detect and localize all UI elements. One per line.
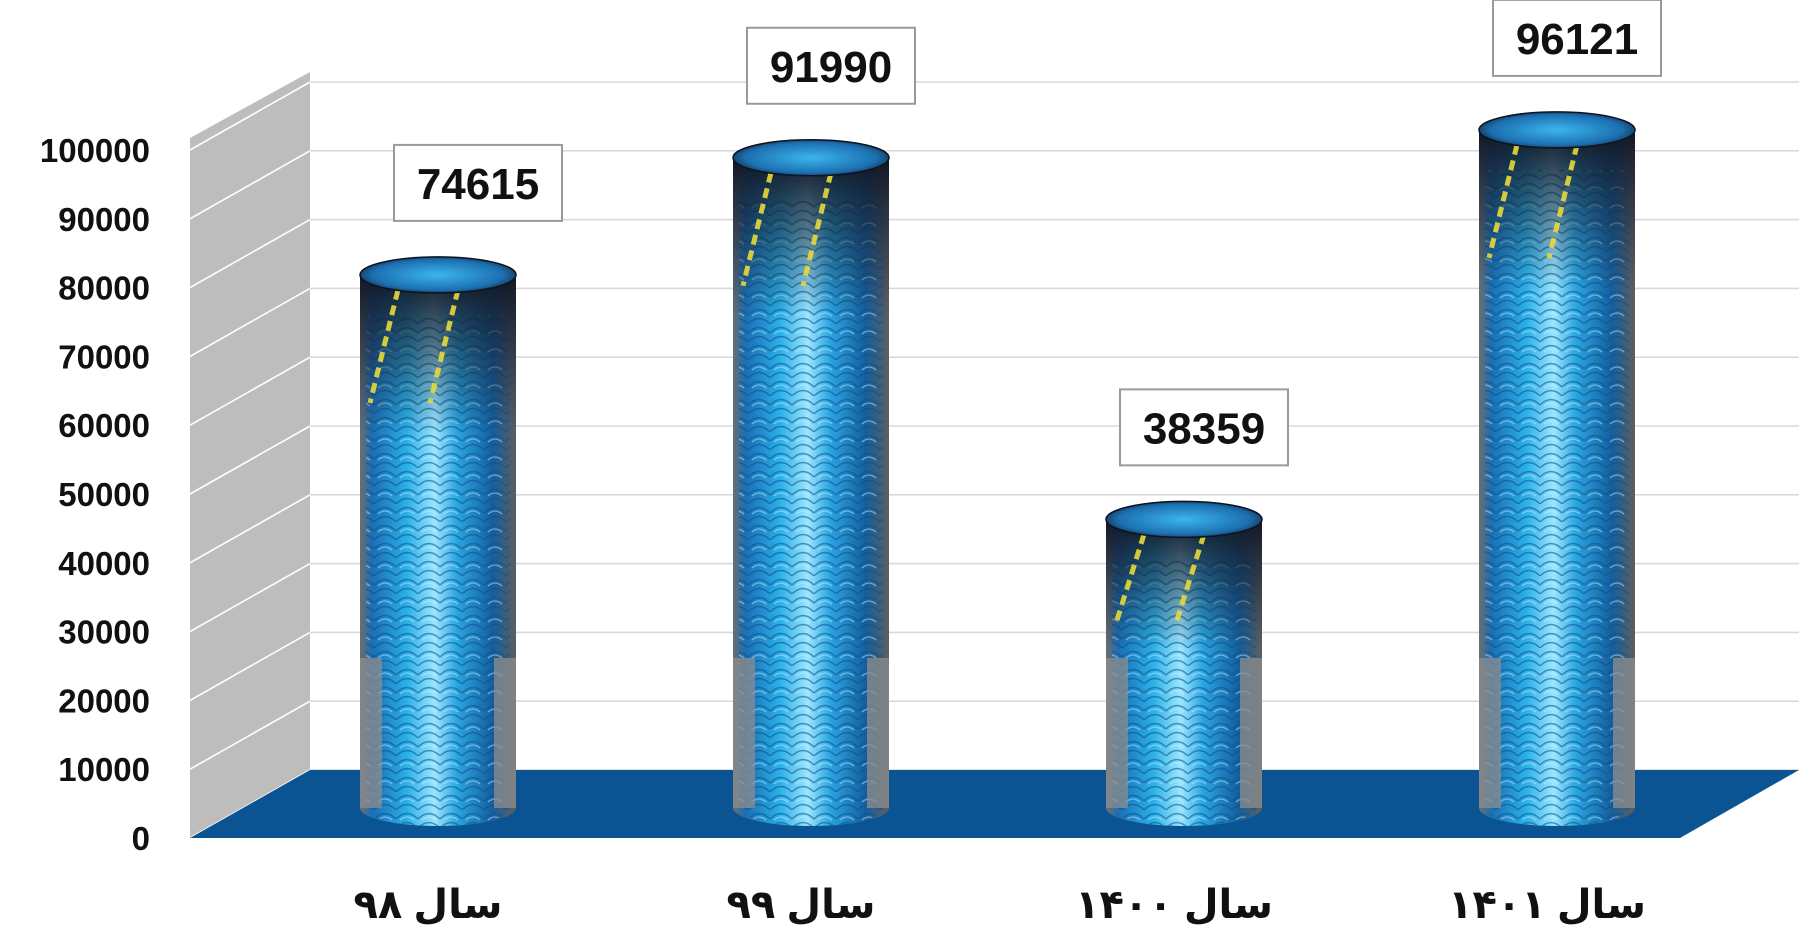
y-axis-ticks: 0 10000 20000 30000 40000 50000 60000 70000 8000…	[40, 132, 150, 857]
bar-stripe	[740, 172, 774, 287]
bar-stripe	[1486, 144, 1520, 259]
y-tick-label: 60000	[58, 407, 150, 444]
bar-cap	[1105, 500, 1263, 539]
side-gridline	[189, 425, 311, 495]
bar-cylinder	[1478, 111, 1636, 827]
bar-top-band	[1479, 129, 1635, 290]
side-gridline	[189, 562, 311, 633]
bars	[359, 111, 1636, 827]
bar-texture	[366, 314, 510, 826]
data-label-box	[1492, 0, 1662, 77]
side-gridline	[189, 356, 311, 426]
data-label-text: 74615	[417, 160, 539, 209]
bar-edge-right	[1240, 658, 1262, 808]
bar-stripe	[1546, 144, 1580, 259]
x-tick-label: سال ۱۴۰۰	[1075, 883, 1273, 927]
bar-cap	[1478, 111, 1636, 149]
bar-texture	[739, 197, 883, 827]
side-gridline	[189, 700, 311, 770]
bar-stripe	[367, 289, 401, 404]
bar-top-band	[1106, 519, 1262, 650]
bar-edge-left	[360, 658, 382, 808]
bar-edge-left	[1106, 658, 1128, 808]
bar-top-band	[733, 157, 889, 318]
data-label-text: 38359	[1143, 404, 1265, 453]
side-wall	[190, 72, 310, 838]
bar-top-band	[360, 274, 516, 435]
data-label-box	[393, 143, 563, 222]
y-tick-label: 90000	[58, 201, 150, 238]
side-gridline	[189, 494, 311, 564]
bar-stripe	[800, 172, 834, 287]
bar-edge-left	[733, 658, 755, 808]
data-label-box	[746, 26, 916, 105]
side-gridline	[189, 150, 311, 220]
bar-cylinder	[1105, 500, 1263, 826]
y-tick-label: 50000	[58, 476, 150, 513]
side-gridline	[189, 631, 311, 702]
bar-edge-left	[1479, 658, 1501, 808]
x-tick-label: سال ۹۸	[353, 883, 502, 927]
data-label-text: 96121	[1516, 15, 1638, 64]
bar-texture	[1485, 169, 1629, 827]
bar-edge-right	[1613, 658, 1635, 808]
y-tick-label: 30000	[58, 614, 150, 651]
y-tick-label: 10000	[58, 751, 150, 788]
y-tick-label: 100000	[40, 132, 150, 169]
bar-edge-right	[867, 658, 889, 808]
data-label: 74615	[393, 143, 563, 222]
side-gridline	[189, 287, 311, 358]
data-label: 91990	[746, 26, 916, 105]
side-gridline	[189, 218, 311, 289]
y-tick-label: 0	[132, 820, 150, 857]
y-tick-label: 40000	[58, 545, 150, 582]
data-label: 96121	[1492, 0, 1662, 77]
data-label-box	[1119, 388, 1289, 467]
bar-cylinder	[732, 139, 890, 827]
x-axis-ticks: سال ۹۸ سال ۹۹ سال ۱۴۰۰ سال ۱۴۰۱	[353, 883, 1645, 927]
x-tick-label: سال ۱۴۰۱	[1448, 883, 1646, 927]
data-label: 38359	[1119, 388, 1289, 467]
data-label-text: 91990	[770, 43, 892, 92]
data-labels: 74615 91990 38359 96121	[393, 0, 1662, 467]
bar-cylinder	[359, 256, 517, 826]
bar-stripe	[427, 289, 461, 404]
floor	[190, 770, 1799, 838]
y-tick-label: 80000	[58, 270, 150, 307]
back-wall	[310, 72, 1799, 770]
bar-cap	[359, 256, 517, 294]
side-gridline	[189, 81, 311, 151]
x-tick-label: سال ۹۹	[726, 883, 875, 927]
bar-edge-right	[494, 658, 516, 808]
y-tick-label: 20000	[58, 682, 150, 719]
y-tick-label: 70000	[58, 338, 150, 375]
bar-cap	[732, 139, 890, 177]
